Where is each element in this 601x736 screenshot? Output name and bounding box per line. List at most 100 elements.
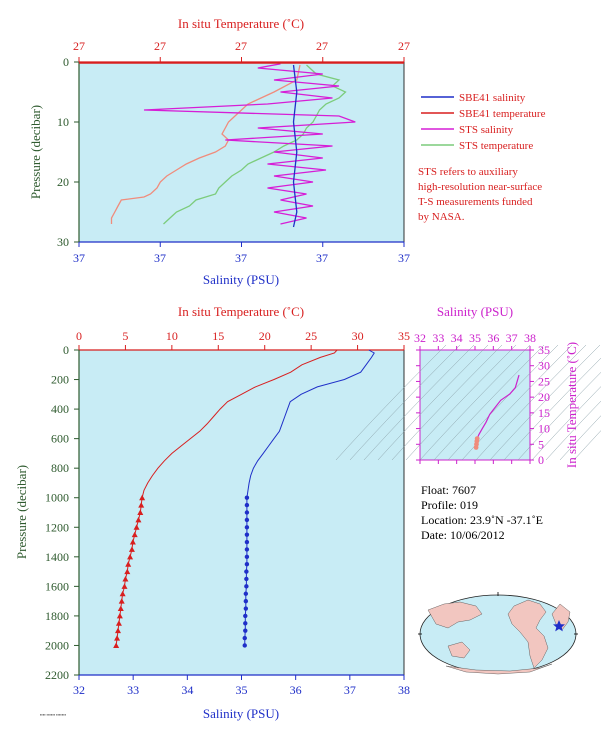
temperature-marker bbox=[137, 509, 144, 515]
ts-top-axis-title: Salinity (PSU) bbox=[437, 304, 513, 319]
density-contour bbox=[335, 344, 447, 461]
temperature-marker bbox=[135, 516, 142, 523]
ts-deep-point bbox=[474, 436, 480, 442]
salinity-marker bbox=[244, 562, 250, 567]
lower-pressure-tick-label: 1200 bbox=[45, 520, 69, 534]
ts-top-tick-label: 36 bbox=[487, 331, 499, 345]
ts-right-tick-label: 30 bbox=[538, 359, 550, 373]
lower-pressure-tick-label: 2200 bbox=[45, 668, 69, 682]
landmass-americas bbox=[507, 599, 549, 669]
temperature-marker bbox=[125, 561, 132, 567]
density-contour bbox=[447, 344, 559, 461]
temperature-marker bbox=[124, 568, 131, 575]
lower-pressure-tick-label: 1400 bbox=[45, 550, 69, 564]
salinity-marker bbox=[243, 613, 248, 619]
lower-top-tick-label: 5 bbox=[122, 329, 128, 343]
lower-series-group bbox=[113, 349, 375, 648]
float-location-star-icon bbox=[553, 620, 565, 632]
legend-note-line: high-resolution near-surface bbox=[418, 181, 542, 193]
lower-pressure-tick-label: 1000 bbox=[45, 491, 69, 505]
lower-top-tick-label: 0 bbox=[76, 329, 82, 343]
temperature-marker bbox=[122, 575, 129, 582]
lower-top-tick-label: 35 bbox=[398, 329, 410, 343]
lower-pressure-tick-label: 2000 bbox=[45, 638, 69, 652]
upper-bottom-tick-label: 37 bbox=[235, 251, 247, 265]
lower-pressure-axis-title: Pressure (decibar) bbox=[14, 465, 29, 559]
temperature-marker bbox=[138, 502, 145, 508]
salinity-marker bbox=[244, 569, 249, 574]
temperature-marker bbox=[121, 583, 128, 589]
ts-right-tick-label: 25 bbox=[538, 374, 550, 388]
lower-pressure-tick-label: 1600 bbox=[45, 579, 69, 593]
legend-label-sts-salinity: STS salinity bbox=[459, 124, 514, 136]
temperature-marker bbox=[117, 605, 124, 612]
salinity-marker bbox=[242, 643, 247, 648]
temperature-marker bbox=[127, 553, 134, 560]
salinity-marker bbox=[243, 598, 249, 604]
lower-pressure-tick-label: 400 bbox=[51, 402, 69, 416]
lower-top-tick-label: 10 bbox=[166, 329, 178, 343]
landmass-australia bbox=[447, 641, 471, 659]
legend-label-sbe41-salinity: SBE41 salinity bbox=[459, 92, 526, 104]
temperature-marker bbox=[114, 635, 121, 641]
salinity-marker bbox=[244, 554, 250, 560]
density-contour bbox=[461, 344, 573, 461]
density-contour bbox=[503, 357, 601, 461]
lower-bottom-tick-label: 35 bbox=[236, 683, 248, 697]
upper-pressure-tick-label: 0 bbox=[63, 55, 69, 69]
lower-pressure-tick-label: 1800 bbox=[45, 609, 69, 623]
profile-number: Profile: 019 bbox=[421, 498, 478, 512]
ts-top-tick-label: 32 bbox=[414, 331, 426, 345]
ts-density-contours bbox=[335, 344, 601, 461]
salinity-marker bbox=[244, 495, 250, 500]
upper-axis-ticks: 0 10 20 30 bbox=[57, 55, 405, 249]
density-contour bbox=[517, 371, 601, 461]
temperature-marker bbox=[115, 620, 122, 626]
lower-bottom-tick-label: 38 bbox=[398, 683, 410, 697]
density-contour bbox=[419, 344, 531, 461]
legend: SBE41 salinity SBE41 temperature STS sal… bbox=[418, 92, 546, 223]
upper-bottom-tick-label: 37 bbox=[398, 251, 410, 265]
ts-axis-ticks bbox=[416, 346, 534, 464]
float-id: Float: 7607 bbox=[421, 483, 476, 497]
upper-pressure-tick-label: 10 bbox=[57, 115, 69, 129]
ts-series-group bbox=[473, 374, 520, 450]
ts-right-tick-label: 0 bbox=[538, 453, 544, 467]
salinity-marker bbox=[244, 532, 250, 537]
landmass-antarctica bbox=[445, 663, 553, 675]
density-contour bbox=[475, 344, 587, 461]
density-contour bbox=[363, 344, 475, 461]
ts-right-tick-label: 10 bbox=[538, 422, 550, 436]
footer-fine-print: ▪▪▪▪ ▪▪▪▪▪▪ ▪▪▪▪▪▪▪ bbox=[40, 712, 67, 717]
upper-series-sbe41-temperature bbox=[110, 64, 301, 224]
lower-bottom-axis-title: Salinity (PSU) bbox=[203, 706, 279, 721]
lower-top-axis-title: In situ Temperature (˚C) bbox=[178, 304, 304, 319]
upper-pressure-tick-label: 20 bbox=[57, 175, 69, 189]
upper-top-tick-label: 27 bbox=[316, 39, 328, 53]
density-contour bbox=[573, 430, 601, 461]
ts-right-tick-label: 35 bbox=[538, 343, 550, 357]
ts-right-tick-label: 5 bbox=[538, 437, 544, 451]
upper-top-tick-label: 27 bbox=[154, 39, 166, 53]
density-contour bbox=[559, 415, 601, 461]
world-map-inset bbox=[418, 592, 578, 675]
temperature-marker bbox=[116, 612, 123, 619]
lower-bottom-tick-label: 33 bbox=[127, 683, 139, 697]
legend-note-line: T-S measurements funded bbox=[418, 196, 533, 208]
ts-top-tick-label: 38 bbox=[524, 331, 536, 345]
ts-top-tick-label: 37 bbox=[506, 331, 518, 345]
salinity-marker bbox=[244, 539, 250, 545]
lower-pressure-tick-label: 600 bbox=[51, 432, 69, 446]
upper-panel: 0 10 20 30 In situ Temperature (˚C) 27 27 2… bbox=[28, 16, 410, 287]
legend-note-line: by NASA. bbox=[418, 211, 465, 223]
density-contour bbox=[433, 344, 545, 461]
legend-note-line: STS refers to auxiliary bbox=[418, 166, 518, 178]
upper-series-sbe41-salinity bbox=[292, 64, 298, 228]
legend-label-sts-temperature: STS temperature bbox=[459, 140, 533, 152]
salinity-marker bbox=[244, 510, 250, 515]
upper-bottom-axis-title: Salinity (PSU) bbox=[203, 272, 279, 287]
upper-pressure-axis-title: Pressure (decibar) bbox=[28, 105, 43, 199]
temperature-marker bbox=[113, 642, 120, 648]
